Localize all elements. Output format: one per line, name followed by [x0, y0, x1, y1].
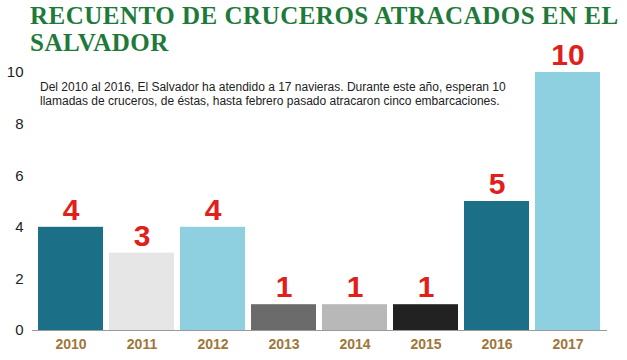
svg-text:2013: 2013 [268, 336, 299, 352]
svg-text:1: 1 [418, 270, 435, 303]
svg-text:10: 10 [7, 63, 24, 80]
svg-text:2017: 2017 [552, 336, 583, 352]
svg-text:2012: 2012 [197, 336, 228, 352]
svg-text:5: 5 [489, 167, 506, 200]
svg-text:2016: 2016 [481, 336, 512, 352]
svg-text:2010: 2010 [55, 336, 86, 352]
svg-text:4: 4 [63, 193, 80, 226]
svg-text:2: 2 [15, 270, 23, 287]
svg-text:2011: 2011 [127, 336, 158, 352]
svg-text:8: 8 [15, 115, 23, 132]
svg-text:10: 10 [551, 38, 584, 71]
svg-text:6: 6 [15, 167, 23, 184]
svg-text:2015: 2015 [410, 336, 441, 352]
svg-text:3: 3 [134, 219, 151, 252]
svg-text:4: 4 [205, 193, 222, 226]
svg-text:1: 1 [347, 270, 364, 303]
svg-text:2014: 2014 [339, 336, 370, 352]
svg-text:1: 1 [276, 270, 293, 303]
svg-text:0: 0 [15, 321, 23, 338]
svg-text:4: 4 [15, 218, 23, 235]
